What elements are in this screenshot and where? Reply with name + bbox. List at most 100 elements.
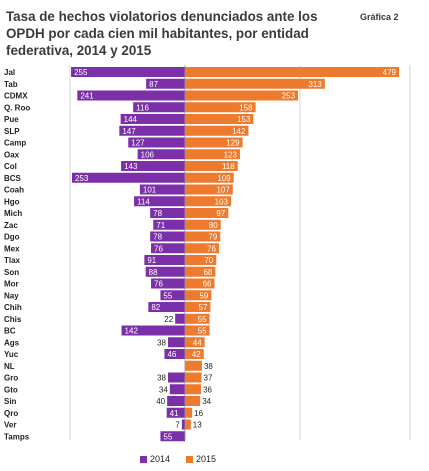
data-label-2015: 313: [308, 80, 322, 89]
bar-2014: [150, 208, 185, 218]
bar-2015: [185, 67, 399, 77]
category-label: BCS: [4, 174, 22, 183]
data-label-2014: 144: [124, 115, 138, 124]
legend-swatch-2015: [186, 455, 194, 463]
legend-label-2015: 2015: [196, 454, 217, 464]
category-label: CDMX: [4, 92, 28, 101]
data-label-2015: 42: [192, 350, 201, 359]
data-label-2014: 7: [175, 421, 180, 430]
data-label-2014: 142: [125, 327, 139, 336]
data-label-2015: 38: [204, 362, 213, 371]
bar-2015: [185, 243, 219, 254]
bar-2015: [185, 125, 249, 136]
category-label: Tlax: [4, 256, 21, 265]
bar-2014: [71, 172, 185, 183]
data-label-2015: 79: [208, 233, 217, 242]
category-label: Son: [4, 268, 19, 277]
bar-2015: [185, 255, 217, 265]
bar-2014: [146, 78, 185, 89]
data-label-2015: 129: [226, 139, 240, 148]
data-label-2014: 147: [122, 127, 136, 136]
data-label-2015: 57: [199, 303, 208, 312]
bar-2014: [121, 161, 185, 171]
bar-2015: [185, 302, 211, 312]
data-label-2014: 255: [74, 68, 88, 77]
data-label-2014: 38: [157, 338, 166, 347]
data-label-2014: 34: [159, 385, 168, 394]
data-label-2015: 158: [239, 103, 253, 112]
data-label-2014: 106: [141, 150, 155, 159]
data-label-2014: 46: [167, 350, 176, 359]
data-label-2014: 22: [164, 315, 173, 324]
bar-2014: [120, 114, 185, 124]
bar-2014: [166, 407, 185, 418]
bar-2014: [151, 278, 185, 289]
bar-2014: [133, 102, 185, 113]
data-label-2014: 88: [149, 268, 158, 277]
bar-2014: [175, 313, 185, 324]
bar-2015: [185, 184, 233, 195]
category-label: Qro: [4, 409, 18, 418]
data-label-2015: 16: [194, 409, 203, 418]
bar-2015: [185, 278, 215, 289]
category-label: Sin: [4, 397, 17, 406]
data-label-2015: 59: [199, 291, 208, 300]
data-label-2015: 123: [224, 150, 238, 159]
data-label-2015: 66: [203, 280, 212, 289]
category-label: Zac: [4, 221, 18, 230]
bar-2015: [185, 114, 254, 124]
bar-2015: [185, 78, 325, 89]
data-label-2015: 44: [193, 338, 202, 347]
category-label: Chis: [4, 315, 22, 324]
bar-2015: [185, 102, 256, 113]
bar-2015: [185, 360, 202, 371]
category-label: SLP: [4, 127, 20, 136]
data-label-2014: 76: [154, 280, 163, 289]
bar-2015: [185, 161, 238, 171]
data-label-2014: 143: [124, 162, 138, 171]
data-label-2015: 479: [383, 68, 397, 77]
category-label: NL: [4, 362, 15, 371]
bar-2015: [185, 396, 201, 406]
category-label: Tab: [4, 80, 18, 89]
bar-2014: [168, 337, 185, 348]
category-label: Col: [4, 162, 17, 171]
data-label-2015: 118: [222, 162, 235, 171]
data-label-2014: 76: [154, 244, 163, 253]
data-label-2014: 71: [156, 221, 165, 230]
bar-2015: [185, 337, 205, 348]
data-label-2015: 70: [204, 256, 213, 265]
category-label: Yuc: [4, 350, 19, 359]
data-label-2014: 40: [156, 397, 165, 406]
category-label: Coah: [4, 186, 24, 195]
category-label: Gto: [4, 385, 18, 394]
bar-2015: [185, 349, 204, 359]
data-label-2014: 55: [163, 432, 172, 441]
bar-2014: [121, 325, 185, 336]
data-label-2014: 101: [143, 186, 157, 195]
data-label-2015: 36: [203, 385, 212, 394]
bar-2014: [153, 219, 185, 230]
bar-2014: [151, 243, 185, 254]
data-label-2014: 82: [151, 303, 160, 312]
category-label: Ver: [4, 421, 16, 430]
bar-2014: [144, 255, 185, 265]
category-label: Jal: [4, 68, 15, 77]
bar-2015: [185, 219, 221, 230]
data-label-2015: 55: [198, 327, 207, 336]
data-label-2014: 127: [131, 139, 145, 148]
bar-2014: [119, 125, 185, 136]
bar-2015: [185, 384, 202, 395]
data-label-2014: 241: [80, 92, 94, 101]
bar-2015: [185, 149, 240, 160]
category-label: Chih: [4, 303, 22, 312]
category-label: Dgo: [4, 233, 20, 242]
data-label-2015: 153: [237, 115, 251, 124]
bar-2014: [150, 231, 185, 242]
category-label: Mich: [4, 209, 22, 218]
data-label-2014: 78: [153, 209, 162, 218]
category-labels: Jal Tab CDMX Q. Roo Pue SLP Camp Oax Col BCS Coah H…: [4, 68, 30, 441]
bar-2015: [185, 90, 299, 101]
data-label-2015: 34: [202, 397, 211, 406]
bar-2014: [137, 149, 185, 160]
